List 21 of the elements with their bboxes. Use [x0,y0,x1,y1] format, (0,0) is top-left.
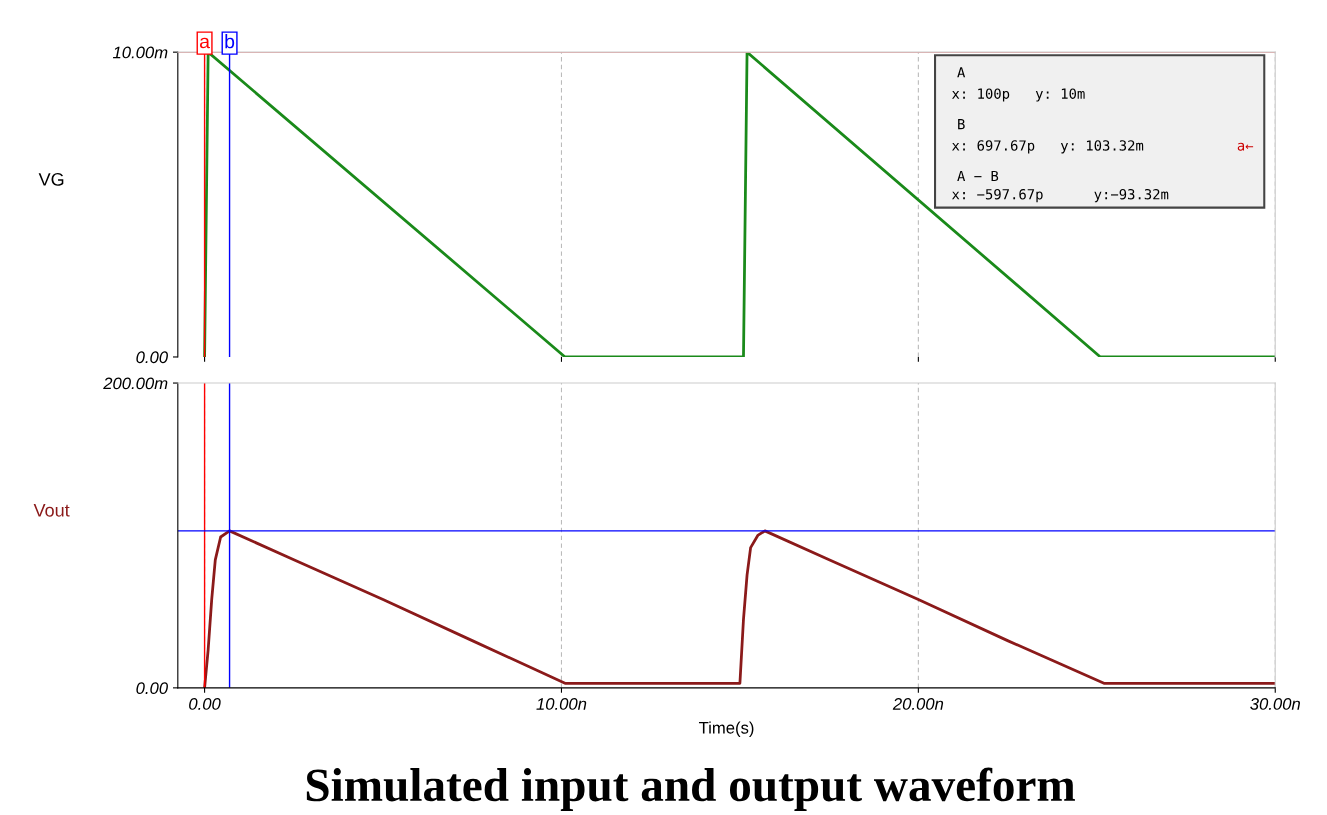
y-tick-label: 200.00m [103,377,168,390]
ref-line-label: b [225,34,235,49]
annotation: B [958,119,965,130]
y-axis-title: VG [38,172,64,186]
annotation: A [957,67,966,78]
annotation: A − B [957,170,999,181]
annotation: x: 100p y: 10m [952,88,1085,102]
annotation: x: 697.67p y: 103.32m [952,140,1144,154]
ref-line-label: a [200,37,210,49]
x-tick-label: 0.00 [189,698,221,710]
annotation: a← [1237,142,1254,151]
y-tick-label: 0.00 [136,351,168,364]
x-tick-label: 10.00n [536,698,587,710]
x-tick-label: 20.00n [892,698,944,710]
x-axis-title: Time(s) [698,721,754,737]
x-tick-label: 30.00n [1250,698,1300,710]
y-axis-title: Vout [33,504,70,517]
annotation: x: −597.67p y:−93.32m [952,188,1169,203]
y-tick-label: 0.00 [136,682,168,695]
text: Simulated input and output waveform [306,767,1075,811]
y-tick-label: 10.00m [112,46,168,59]
